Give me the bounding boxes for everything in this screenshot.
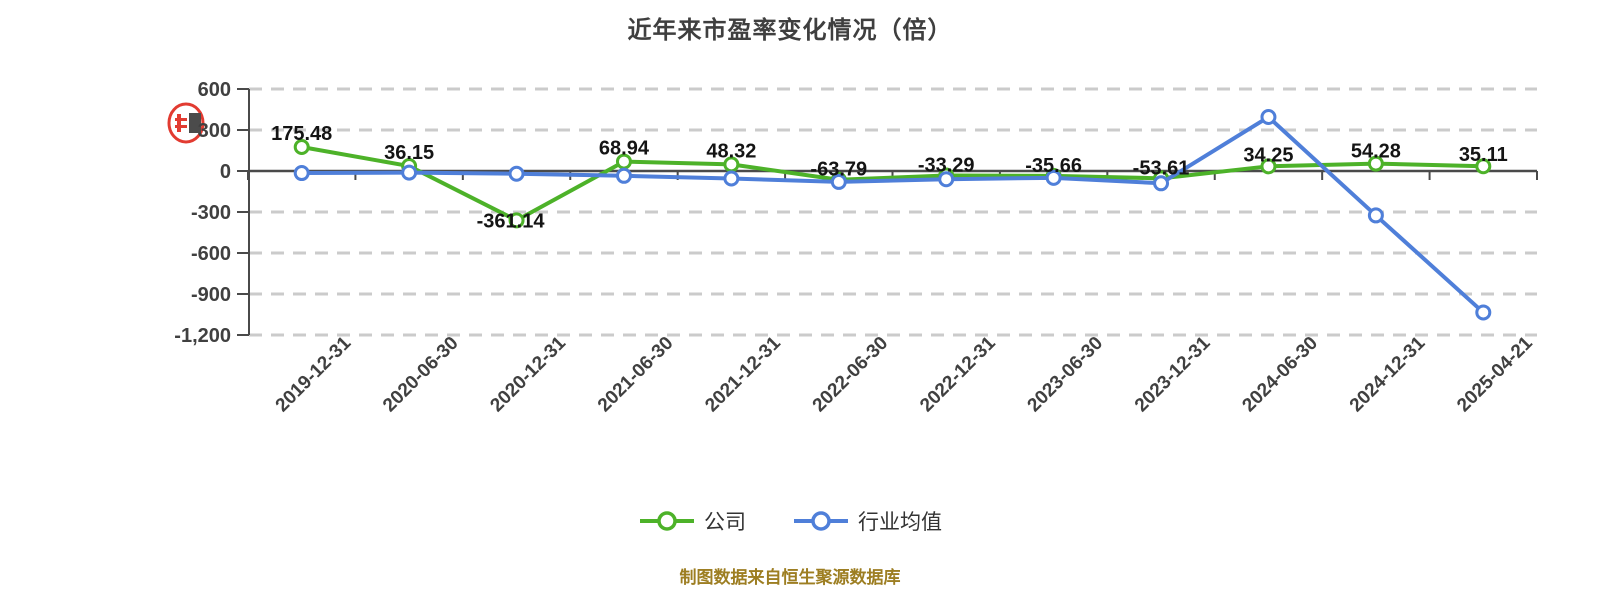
data-point-company xyxy=(293,139,310,156)
data-point-industry-average xyxy=(830,173,847,190)
data-label: -63.79 xyxy=(810,159,867,181)
series-line-company xyxy=(299,145,1486,223)
x-tick-label: 2025-04-21 xyxy=(1453,332,1537,416)
legend-item-industry-average: 行业均值 xyxy=(792,506,942,536)
data-point-company xyxy=(1260,158,1277,175)
y-tick-label: -600 xyxy=(191,243,231,265)
data-label: 48.32 xyxy=(706,140,756,162)
y-tick-label: 0 xyxy=(220,161,231,183)
red-seal-watermark-icon xyxy=(167,102,205,144)
data-point-company xyxy=(1367,155,1384,172)
data-point-industry-average xyxy=(1367,207,1384,224)
x-tick-label: 2024-12-31 xyxy=(1346,332,1430,416)
y-tick-label: 300 xyxy=(198,120,231,142)
legend-label-industry-average: 行业均值 xyxy=(858,511,942,534)
x-tick-label: 2021-12-31 xyxy=(701,332,785,416)
data-point-industry-average xyxy=(293,165,310,182)
data-point-company xyxy=(1475,158,1492,175)
y-tick-label: -1,200 xyxy=(174,325,231,347)
data-label: -35.66 xyxy=(1025,155,1082,177)
data-source-note: 制图数据来自恒生聚源数据库 xyxy=(679,568,901,587)
industry-series-marker-icon xyxy=(794,511,848,531)
x-tick-label: 2022-06-30 xyxy=(809,333,893,417)
x-tick-label: 2019-12-31 xyxy=(272,332,356,416)
legend-label-company: 公司 xyxy=(704,511,746,534)
data-point-industry-average xyxy=(1475,304,1492,321)
series-line-industry-average xyxy=(299,115,1486,315)
legend-item-company: 公司 xyxy=(638,506,746,536)
y-tick-label: -900 xyxy=(191,284,231,306)
data-point-industry-average xyxy=(1260,109,1277,126)
x-tick-label: 2023-06-30 xyxy=(1024,333,1108,417)
x-tick-label: 2020-12-31 xyxy=(486,332,570,416)
data-label: -53.61 xyxy=(1133,157,1190,179)
data-point-industry-average xyxy=(1153,175,1170,192)
chart-title: 近年来市盈率变化情况（倍） xyxy=(627,17,953,44)
x-tick-label: 2021-06-30 xyxy=(594,333,678,417)
y-tick-label: 600 xyxy=(198,79,231,101)
y-tick-label: -300 xyxy=(191,202,231,224)
x-tick-label: 2020-06-30 xyxy=(379,333,463,417)
data-label: 35.11 xyxy=(1459,144,1508,166)
data-point-industry-average xyxy=(508,165,525,182)
x-tick-label: 2022-12-31 xyxy=(916,332,1000,416)
company-series-marker-icon xyxy=(640,511,694,531)
data-label: 54.28 xyxy=(1351,141,1401,163)
data-label: -33.29 xyxy=(918,155,975,177)
data-point-industry-average xyxy=(401,164,418,181)
x-tick-label: 2024-06-30 xyxy=(1238,333,1322,417)
data-label: 175.48 xyxy=(271,123,332,145)
chart-legend: 公司 行业均值 xyxy=(0,506,1580,536)
data-point-industry-average xyxy=(723,170,740,187)
data-label: -361.14 xyxy=(477,210,546,232)
data-point-company xyxy=(508,212,525,229)
x-tick-label: 2023-12-31 xyxy=(1131,332,1215,416)
data-label: 68.94 xyxy=(599,138,650,160)
data-point-industry-average xyxy=(938,171,955,188)
data-label: 36.15 xyxy=(384,142,434,164)
data-label: 34.25 xyxy=(1243,144,1293,166)
data-point-industry-average xyxy=(1045,169,1062,186)
data-point-industry-average xyxy=(615,167,632,184)
